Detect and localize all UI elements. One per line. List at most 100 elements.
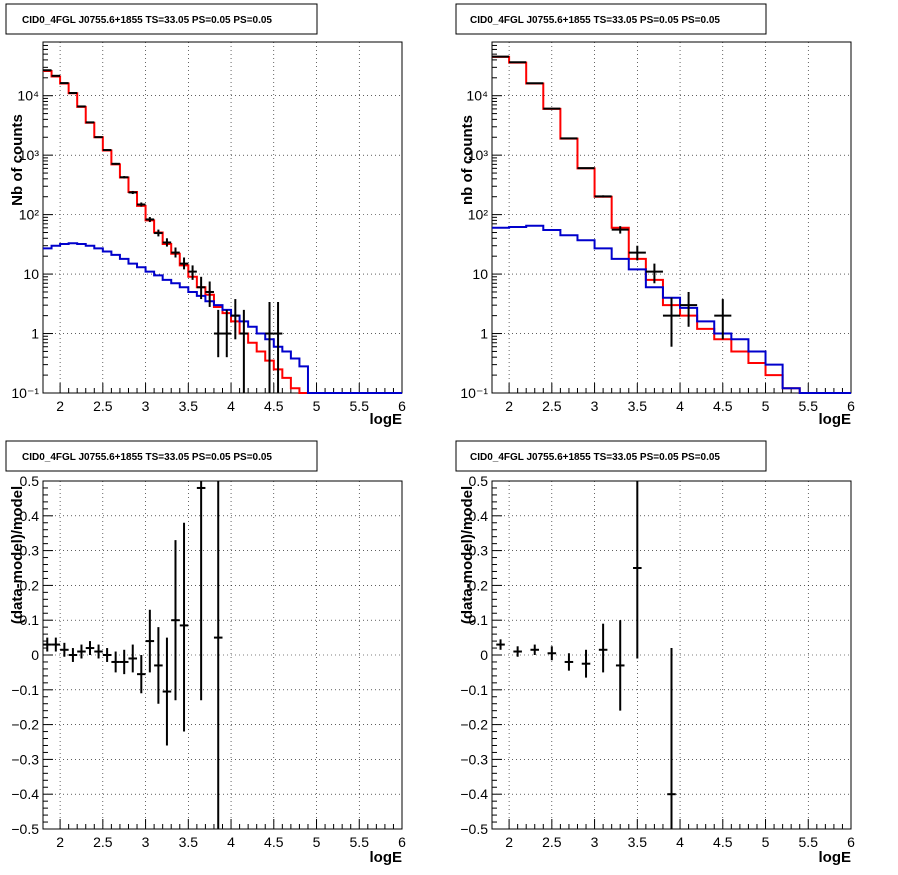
y-tick-label: −0.3 [11,751,39,767]
y-tick-label: 10 [23,266,39,282]
x-tick-label: 3.5 [179,834,199,850]
y-tick-label: 10³ [468,147,489,163]
x-tick-label: 4 [227,398,235,414]
plot-area: 2 2.5 3 3.5 4 4.5 5 5.5 6 −0.5 −0.4 −0.3 −0.2 −0.1 0 0.… [11,473,406,850]
panel-counts-left: CID0_4FGL J0755.6+1855 TS=33.05 PS=0.05 … [5,3,406,428]
y-tick-label: 1 [31,326,39,342]
x-tick-label: 3.5 [628,398,648,414]
x-tick-label: 6 [398,398,406,414]
plot-frame [42,41,403,394]
plot-area: 2 2.5 3 3.5 4 4.5 5 5.5 6 −0.5 −0.4 −0.3 −0.2 −0.1 0 0.… [460,473,855,850]
y-tick-label: 10² [19,207,40,223]
x-tick-label: 3 [142,398,150,414]
y-tick-label: 0.1 [469,612,489,628]
x-tick-label: 5 [762,398,770,414]
title-box [5,440,318,472]
y-tick-label: 0.2 [469,577,489,593]
x-tick-label: 5.5 [799,398,819,414]
y-tick-label: 0.3 [20,543,40,559]
y-tick-label: 0.5 [469,473,489,489]
y-tick-label: 10³ [19,147,40,163]
x-axis-label: logE [819,411,852,428]
y-tick-label: −0.2 [11,717,39,733]
y-tick-label: 10⁻¹ [460,385,488,401]
chart-title: CID0_4FGL J0755.6+1855 TS=33.05 PS=0.05 … [22,15,272,26]
y-tick-label: −0.3 [460,751,488,767]
chart-title: CID0_4FGL J0755.6+1855 TS=33.05 PS=0.05 … [22,452,272,463]
y-tick-label: 10⁴ [466,88,488,104]
x-tick-label: 6 [847,834,855,850]
x-tick-label: 3.5 [628,834,648,850]
series-histogram-line [492,224,851,394]
x-tick-label: 4 [676,834,684,850]
x-tick-label: 4.5 [713,398,733,414]
plot-area: 2 2.5 3 3.5 4 4.5 5 5.5 6 10⁻¹ 1 10 10² 10³ 10⁴ [11,41,406,414]
chart-title: CID0_4FGL J0755.6+1855 TS=33.05 PS=0.05 … [470,15,720,26]
y-tick-label: 10 [472,266,488,282]
x-tick-label: 3.5 [179,398,199,414]
x-axis-label: logE [370,411,403,428]
y-tick-label: −0.4 [11,786,39,802]
y-tick-label: 0.3 [469,543,489,559]
title-box [455,3,767,35]
x-tick-label: 2 [505,398,513,414]
y-tick-label: 0 [480,647,488,663]
title-box [455,440,767,472]
y-tick-label: 0.2 [20,577,40,593]
y-tick-label: 10² [468,207,489,223]
y-tick-label: −0.1 [11,682,39,698]
y-axis-label: (data-model)/model [9,486,26,624]
y-tick-label: −0.5 [460,821,488,837]
x-tick-label: 4 [227,834,235,850]
y-tick-label: 0.4 [469,508,489,524]
y-axis-label: nb of counts [459,115,476,205]
x-tick-label: 5.5 [350,398,370,414]
x-tick-label: 3 [142,834,150,850]
y-axis-label: (data-model)/model [459,486,476,624]
y-tick-label: 0.1 [20,612,40,628]
x-tick-label: 2.5 [93,834,113,850]
x-tick-label: 2.5 [542,398,562,414]
x-tick-label: 2.5 [93,398,113,414]
y-tick-label: −0.5 [11,821,39,837]
y-tick-label: −0.2 [460,717,488,733]
x-tick-label: 2 [505,834,513,850]
x-tick-label: 5 [313,834,321,850]
y-tick-label: 0 [31,647,39,663]
title-box [5,3,318,35]
panel-counts-right: CID0_4FGL J0755.6+1855 TS=33.05 PS=0.05 … [455,3,855,428]
x-tick-label: 4.5 [264,398,284,414]
x-tick-label: 4.5 [264,834,284,850]
series-histogram-line [43,242,402,394]
x-axis-label: logE [819,849,852,866]
x-axis-label: logE [370,849,403,866]
chart-title: CID0_4FGL J0755.6+1855 TS=33.05 PS=0.05 … [470,452,720,463]
plot-area: 2 2.5 3 3.5 4 4.5 5 5.5 6 10⁻¹ 1 10 10² 10³ 10⁴ [460,41,855,414]
x-tick-label: 2.5 [542,834,562,850]
y-tick-label: 0.5 [20,473,40,489]
y-tick-label: −0.1 [460,682,488,698]
y-axis-label: Nb of counts [9,114,26,206]
y-tick-label: 1 [480,326,488,342]
x-tick-label: 5 [762,834,770,850]
x-tick-label: 2 [56,834,64,850]
x-tick-label: 3 [591,398,599,414]
panel-residuals-left: CID0_4FGL J0755.6+1855 TS=33.05 PS=0.05 … [5,440,406,866]
plot-frame [42,480,403,830]
y-tick-label: 10⁻¹ [11,385,39,401]
x-tick-label: 6 [398,834,406,850]
x-tick-label: 5 [313,398,321,414]
series-histogram-line [43,70,402,394]
panel-residuals-right: CID0_4FGL J0755.6+1855 TS=33.05 PS=0.05 … [455,440,855,866]
y-tick-label: 10⁴ [17,88,39,104]
y-tick-label: −0.4 [460,786,488,802]
x-tick-label: 4.5 [713,834,733,850]
x-tick-label: 2 [56,398,64,414]
x-tick-label: 6 [847,398,855,414]
x-tick-label: 5.5 [799,834,819,850]
x-tick-label: 5.5 [350,834,370,850]
x-tick-label: 3 [591,834,599,850]
y-tick-label: 0.4 [20,508,40,524]
x-tick-label: 4 [676,398,684,414]
